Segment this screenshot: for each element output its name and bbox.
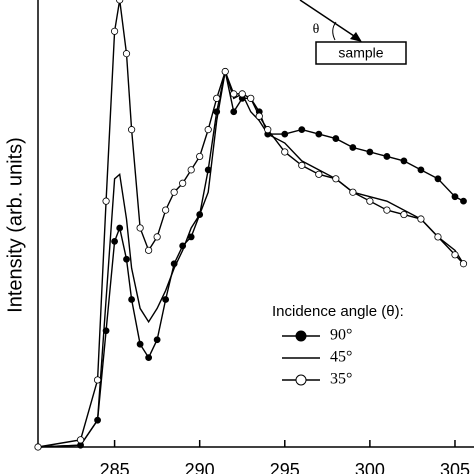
data-point bbox=[315, 170, 323, 178]
data-point bbox=[264, 126, 272, 134]
data-point bbox=[417, 166, 425, 174]
data-point bbox=[298, 161, 306, 169]
data-point bbox=[366, 148, 374, 156]
data-point bbox=[145, 354, 153, 362]
data-point bbox=[400, 157, 408, 165]
data-point bbox=[153, 233, 161, 241]
data-point bbox=[145, 246, 153, 254]
data-point bbox=[116, 0, 124, 4]
data-point bbox=[153, 336, 161, 344]
data-point bbox=[281, 130, 289, 138]
data-point bbox=[136, 340, 144, 348]
data-point bbox=[128, 296, 136, 303]
data-point bbox=[110, 27, 119, 35]
angle-arc bbox=[332, 21, 337, 41]
legend-marker bbox=[295, 374, 307, 386]
data-point bbox=[170, 188, 178, 196]
data-point bbox=[383, 153, 391, 160]
data-point bbox=[230, 90, 238, 98]
x-tick-label: 305 bbox=[440, 460, 470, 474]
sample-box bbox=[315, 41, 407, 65]
data-point bbox=[255, 112, 263, 120]
data-point bbox=[179, 179, 187, 187]
data-point bbox=[230, 108, 238, 116]
data-point bbox=[349, 188, 357, 196]
series-line bbox=[37, 71, 465, 448]
data-point bbox=[162, 206, 170, 214]
data-point bbox=[123, 255, 130, 263]
data-point bbox=[213, 94, 221, 102]
legend-marker bbox=[295, 330, 307, 342]
data-point bbox=[383, 206, 391, 214]
data-point bbox=[102, 197, 110, 205]
legend-label: 35° bbox=[330, 371, 352, 388]
y-axis-label: Intensity (arb. units) bbox=[4, 137, 26, 313]
legend-label: 90° bbox=[330, 327, 352, 344]
data-point bbox=[459, 260, 468, 268]
data-point bbox=[451, 193, 459, 201]
arrow-head bbox=[350, 32, 362, 42]
legend-title: Incidence angle (θ): bbox=[272, 303, 404, 320]
data-point bbox=[93, 376, 102, 384]
data-point bbox=[417, 215, 425, 223]
data-point bbox=[187, 166, 195, 174]
data-point bbox=[332, 175, 340, 183]
data-point bbox=[76, 436, 85, 444]
data-point bbox=[34, 443, 42, 451]
data-point bbox=[451, 251, 459, 259]
legend-label: 45° bbox=[330, 349, 352, 366]
data-point bbox=[400, 210, 408, 219]
sample-label: sample bbox=[338, 45, 383, 61]
data-point bbox=[204, 126, 212, 134]
x-tick-label: 290 bbox=[185, 460, 215, 474]
data-point bbox=[349, 144, 357, 151]
data-point bbox=[136, 224, 144, 232]
data-point bbox=[221, 67, 229, 76]
beam-arrow bbox=[299, 0, 361, 41]
data-point bbox=[281, 148, 289, 156]
data-point bbox=[366, 197, 374, 205]
x-tick-label: 300 bbox=[355, 460, 385, 474]
x-tick-label: 295 bbox=[270, 460, 300, 474]
data-point bbox=[111, 237, 118, 245]
data-point bbox=[196, 152, 204, 161]
theta-label: θ bbox=[313, 22, 320, 37]
data-point bbox=[128, 126, 136, 134]
data-point bbox=[332, 135, 340, 142]
data-point bbox=[460, 197, 467, 205]
data-point bbox=[238, 90, 246, 98]
x-tick-label: 285 bbox=[100, 460, 130, 474]
data-point bbox=[162, 296, 170, 303]
data-point bbox=[298, 126, 306, 134]
data-point bbox=[247, 94, 255, 102]
data-point bbox=[122, 50, 131, 58]
data-point bbox=[434, 233, 442, 241]
data-point bbox=[434, 175, 442, 183]
data-point bbox=[315, 130, 323, 138]
data-point bbox=[116, 224, 124, 232]
